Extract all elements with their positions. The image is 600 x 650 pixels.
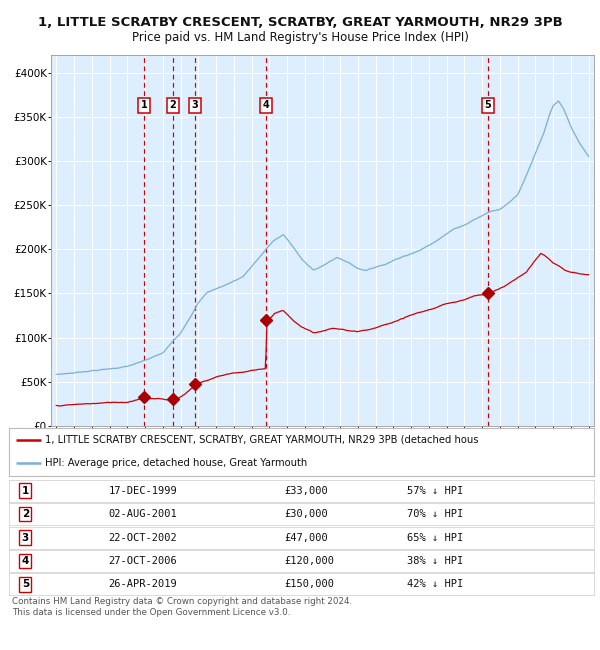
Text: 42% ↓ HPI: 42% ↓ HPI	[407, 579, 463, 590]
Text: 2: 2	[22, 509, 29, 519]
Text: 1: 1	[141, 100, 148, 110]
Text: Price paid vs. HM Land Registry's House Price Index (HPI): Price paid vs. HM Land Registry's House …	[131, 31, 469, 44]
Text: 3: 3	[22, 532, 29, 543]
Text: 2: 2	[170, 100, 176, 110]
Text: 65% ↓ HPI: 65% ↓ HPI	[407, 532, 463, 543]
Text: 5: 5	[485, 100, 491, 110]
Text: 5: 5	[22, 579, 29, 590]
Text: 4: 4	[22, 556, 29, 566]
Text: 3: 3	[191, 100, 198, 110]
Text: 1, LITTLE SCRATBY CRESCENT, SCRATBY, GREAT YARMOUTH, NR29 3PB: 1, LITTLE SCRATBY CRESCENT, SCRATBY, GRE…	[38, 16, 562, 29]
Text: 02-AUG-2001: 02-AUG-2001	[109, 509, 177, 519]
Text: 22-OCT-2002: 22-OCT-2002	[109, 532, 177, 543]
Text: 38% ↓ HPI: 38% ↓ HPI	[407, 556, 463, 566]
Text: 26-APR-2019: 26-APR-2019	[109, 579, 177, 590]
Text: £120,000: £120,000	[284, 556, 334, 566]
Text: £150,000: £150,000	[284, 579, 334, 590]
Text: 70% ↓ HPI: 70% ↓ HPI	[407, 509, 463, 519]
Text: £33,000: £33,000	[284, 486, 328, 496]
Text: 1: 1	[22, 486, 29, 496]
Text: 1, LITTLE SCRATBY CRESCENT, SCRATBY, GREAT YARMOUTH, NR29 3PB (detached hous: 1, LITTLE SCRATBY CRESCENT, SCRATBY, GRE…	[45, 435, 479, 445]
Text: 27-OCT-2006: 27-OCT-2006	[109, 556, 177, 566]
Text: Contains HM Land Registry data © Crown copyright and database right 2024.
This d: Contains HM Land Registry data © Crown c…	[12, 597, 352, 617]
Text: 17-DEC-1999: 17-DEC-1999	[109, 486, 177, 496]
Text: £30,000: £30,000	[284, 509, 328, 519]
Text: 57% ↓ HPI: 57% ↓ HPI	[407, 486, 463, 496]
Text: £47,000: £47,000	[284, 532, 328, 543]
Text: HPI: Average price, detached house, Great Yarmouth: HPI: Average price, detached house, Grea…	[45, 458, 308, 469]
Text: 4: 4	[263, 100, 269, 110]
